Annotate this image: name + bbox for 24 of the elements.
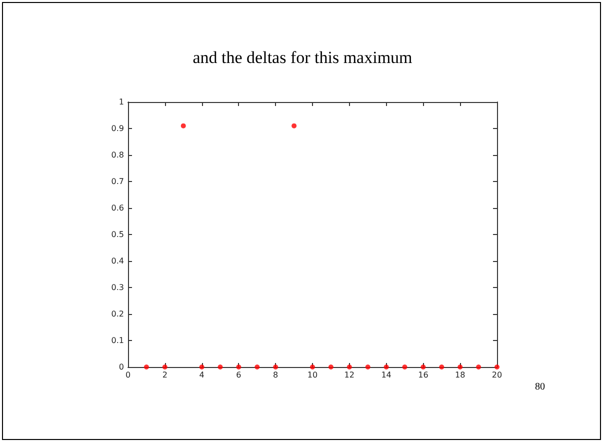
chart-title: and the deltas for this maximum: [192, 48, 412, 67]
x-tick-label: 0: [125, 370, 131, 380]
x-tick-label: 8: [273, 370, 278, 380]
y-tick-label: 1: [118, 98, 124, 106]
y-tick-label: 0.4: [111, 256, 124, 266]
y-tick-label: 0.7: [111, 177, 124, 186]
y-tick-label: 0.6: [111, 204, 124, 212]
x-tick-label: 16: [418, 370, 428, 380]
y-tick-label: 0: [118, 362, 124, 372]
y-tick-label: 0.9: [111, 124, 124, 133]
x-tick-label: 20: [492, 370, 502, 380]
y-tick-label: 0.1: [111, 336, 124, 345]
x-tick-label: 12: [344, 370, 354, 380]
x-tick-label: 14: [381, 370, 392, 380]
y-tick-label: 0.5: [111, 230, 124, 239]
x-tick-label: 2: [162, 370, 168, 380]
x-tick-label: 10: [307, 370, 318, 380]
y-tick-label: 0.2: [111, 310, 124, 318]
x-tick-label: 18: [455, 370, 466, 380]
x-tick-label: 6: [236, 370, 242, 380]
y-tick-label: 0.8: [111, 150, 124, 160]
x-tick-label: 4: [199, 370, 204, 380]
text: 80: [535, 382, 545, 392]
y-tick-label: 0.3: [111, 283, 124, 292]
